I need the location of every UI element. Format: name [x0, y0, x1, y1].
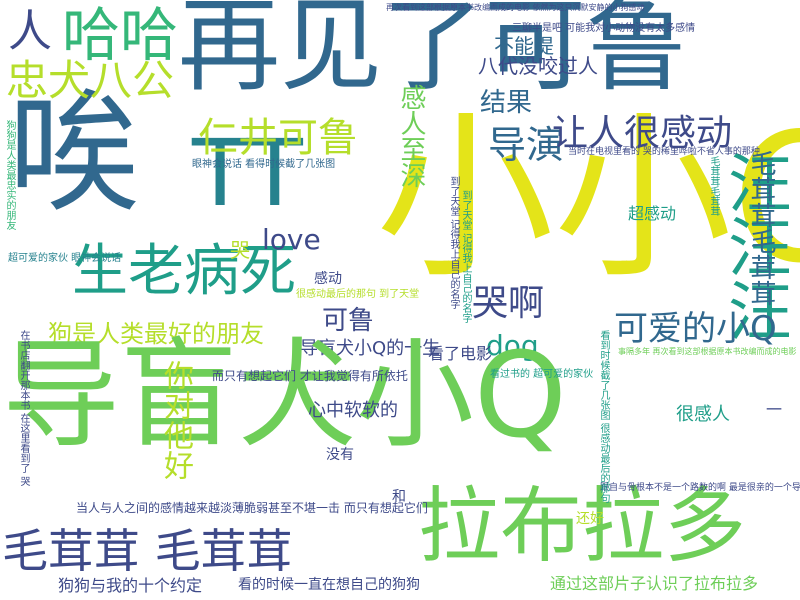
word-cloud-word: 八代没咬过人 — [478, 54, 598, 78]
word-cloud-word: 导演 — [488, 123, 565, 167]
word-cloud-word: 到了天堂 记得我上自己的名字 — [460, 190, 471, 324]
word-cloud-word: 看到时候截了几张图 很感动最后的那句 — [598, 330, 609, 504]
word-cloud-word: 而只有想起它们 才让我觉得有所依托 — [212, 369, 408, 383]
word-cloud-word: 眼神会说话 看得时候截了几张图 — [192, 159, 336, 170]
word-cloud-word: 小小Q — [376, 95, 800, 302]
word-cloud-word: 在书店翻开那本书 在这里看到了 哭 — [18, 330, 29, 487]
word-cloud-word: 毛茸茸 毛茸茸 — [2, 524, 293, 578]
word-cloud-word: 拉布拉多 — [418, 479, 747, 574]
word-cloud-word: dog — [486, 329, 539, 362]
word-cloud-word: 可爱的小Q — [614, 309, 777, 349]
word-cloud-word: 再次看到这部根据原本书改编而成的电影 依然为这只沉默安静的小狗感动 — [386, 3, 645, 12]
word-cloud-word: 再见了可鲁 — [178, 0, 688, 106]
word-cloud-word: 通过这部片子认识了拉布拉多 — [550, 574, 759, 593]
word-cloud-word: 你对他好 — [158, 360, 193, 480]
word-cloud-word: 看的时候一直在想自己的狗狗 — [238, 577, 420, 593]
word-cloud-word: 仁井可鲁 — [198, 115, 358, 161]
word-cloud-word: 可鲁 — [322, 306, 375, 336]
word-cloud-word: 很感人 — [676, 404, 730, 425]
word-cloud-word: 狗狗与我的十个约定 — [58, 576, 203, 595]
word-cloud-word: 没有 — [326, 447, 354, 463]
word-cloud-word: 导盲犬小Q的一生 — [300, 338, 441, 359]
word-cloud-word: 感动 — [314, 271, 342, 287]
word-cloud-word: 三聊半是吧 可能我对小动物没有太多感情 — [512, 23, 696, 34]
word-cloud-word: 结果 — [480, 88, 533, 118]
word-cloud-word: 哈哈 — [62, 1, 179, 69]
word-cloud-word: 看了电影 — [428, 344, 493, 363]
word-cloud-word: 导盲犬小Q — [2, 326, 567, 464]
word-cloud-word: 生老病死 — [72, 239, 296, 304]
word-cloud-word: 人 — [8, 6, 52, 57]
word-cloud-word: 心中软软的 — [308, 400, 398, 421]
word-cloud-word: 超可爱的家伙 眼神会说话 — [8, 253, 122, 264]
word-cloud-word: 跟自与骨根本不是一个路数的啊 最是很亲的一个导演 — [600, 483, 800, 493]
word-cloud-word: 狗是人类最好的朋友 — [48, 320, 264, 348]
word-cloud-word: 感人至深 — [396, 84, 426, 188]
word-cloud-word: 看过书的 超可爱的家伙 — [490, 369, 594, 380]
word-cloud-word: 忠犬八公 — [6, 56, 175, 105]
word-cloud-word: 唉 — [8, 77, 140, 231]
word-cloud-word: 让人很感动 — [552, 113, 733, 154]
word-cloud-word: 毛茸茸毛茸茸 — [746, 150, 776, 306]
word-cloud-word: 还好 — [576, 511, 604, 527]
word-cloud-word: 和 — [392, 489, 406, 505]
word-cloud-word: 很感动最后的那句 到了天堂 — [296, 289, 420, 300]
word-cloud-word: 当人与人之间的感情越来越淡薄脆弱甚至不堪一击 而只有想起它们 — [76, 501, 428, 515]
word-cloud-word: TT — [192, 120, 303, 227]
word-cloud-word: 哭 — [230, 238, 250, 262]
word-cloud-word: 到了天堂 记得我上自己的名字 — [448, 176, 459, 310]
word-cloud-word: 超感动 — [628, 204, 677, 223]
word-cloud-word: 汪汪汪 — [717, 150, 791, 342]
word-cloud-word: 狗狗是人类最忠实的朋友 — [4, 120, 15, 230]
word-cloud-word: 哭啊 — [472, 283, 545, 324]
word-cloud-word: 毛茸茸毛茸茸 — [708, 156, 719, 216]
word-cloud-word: 当时在电视里看的 哭的稀里哗啦不省人事的那种 — [568, 147, 760, 157]
word-cloud-word: 不能提 — [494, 34, 554, 58]
word-cloud-word: 一 — [766, 400, 783, 419]
word-cloud-word: love — [262, 223, 321, 256]
word-cloud-word: 事隔多年 再次看到这部根据原本书改编而成的电影 — [618, 347, 797, 356]
